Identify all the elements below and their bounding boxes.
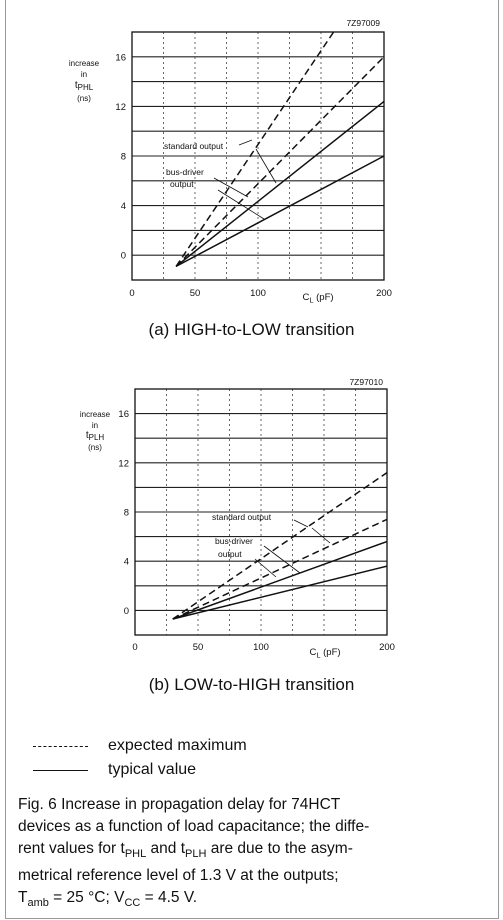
figure-caption-line-4: metrical reference level of 1.3 V at the…: [18, 867, 339, 885]
series-line-expected-maximum: [175, 56, 385, 267]
y-axis-label: increase: [69, 59, 100, 68]
series-line-typical-value: [175, 155, 385, 268]
annotation-label: bus-driver: [215, 536, 253, 546]
x-tick-label: 200: [379, 642, 395, 653]
figure-frame: [5, 0, 499, 919]
x-tick-label: 0: [132, 642, 137, 653]
annotation-label: output: [218, 549, 242, 559]
series-line-expected-maximum: [175, 31, 335, 267]
series-line-typical-value: [175, 100, 385, 267]
x-tick-label: 100: [250, 288, 266, 299]
annotation-label: standard output: [164, 141, 224, 151]
annotation-leader: [311, 527, 331, 544]
plot-frame: [134, 388, 388, 636]
annotation-leader: [255, 148, 277, 184]
annotation-leader: [263, 545, 301, 574]
annotation-label: standard output: [212, 512, 272, 522]
series-line-typical-value: [172, 540, 388, 620]
y-tick-label: 8: [121, 152, 126, 163]
annotation-label: bus-driver: [166, 167, 204, 177]
y-tick-label: 0: [124, 606, 129, 617]
y-axis-label: (ns): [88, 443, 102, 452]
x-tick-label: 100: [253, 642, 269, 653]
figure-caption: Fig. 6 Increase in propagation delay for…: [18, 794, 486, 914]
y-axis-label: tPLH: [86, 430, 105, 442]
y-tick-label: 4: [124, 557, 129, 568]
y-tick-label: 4: [121, 201, 126, 212]
dashed-line-swatch: [33, 746, 88, 747]
annotation-leader: [293, 519, 309, 528]
y-tick-label: 16: [118, 409, 129, 420]
figure-caption-line-3: rent values for tPHL and tPLH are due to…: [18, 840, 353, 861]
y-axis-label: in: [92, 421, 98, 430]
series-line-expected-maximum: [172, 518, 388, 620]
annotation-label: output: [170, 179, 194, 189]
figure-caption-line-5: Tamb = 25 °C; VCC = 4.5 V.: [18, 889, 198, 910]
figure-caption-line-1: Fig. 6 Increase in propagation delay for…: [18, 796, 341, 813]
legend-dashed-label: expected maximum: [108, 737, 247, 754]
annotation-leader: [254, 558, 277, 578]
x-tick-label: 50: [190, 288, 201, 299]
y-axis-label: increase: [80, 410, 111, 419]
series-line-typical-value: [172, 565, 388, 620]
chart-a-caption: (a) HIGH-to-LOW transition: [148, 320, 355, 339]
annotation-leader: [238, 139, 253, 146]
x-tick-label: 0: [129, 288, 134, 299]
y-tick-label: 12: [115, 102, 126, 113]
x-tick-label: 50: [193, 642, 204, 653]
figure-code: 7Z97010: [349, 377, 383, 387]
x-axis-label: CL (pF): [309, 647, 340, 660]
y-tick-label: 12: [118, 458, 129, 469]
y-axis-label: in: [81, 70, 87, 79]
series-line-expected-maximum: [172, 472, 388, 620]
x-axis-label: CL (pF): [302, 292, 333, 305]
y-axis-label: (ns): [77, 94, 91, 103]
y-axis-label: tPHL: [75, 80, 94, 92]
y-tick-label: 16: [115, 52, 126, 63]
chart-b-caption: (b) LOW-to-HIGH transition: [148, 675, 355, 694]
y-tick-label: 8: [124, 508, 129, 519]
y-tick-label: 0: [121, 251, 126, 262]
legend-solid-label: typical value: [108, 761, 197, 778]
figure-code: 7Z97009: [346, 18, 380, 28]
annotation-leader: [213, 177, 249, 198]
figure-caption-line-2: devices as a function of load capacitanc…: [18, 818, 370, 835]
solid-line-swatch: [33, 770, 88, 771]
x-tick-label: 200: [376, 288, 392, 299]
annotation-leader: [217, 189, 265, 220]
